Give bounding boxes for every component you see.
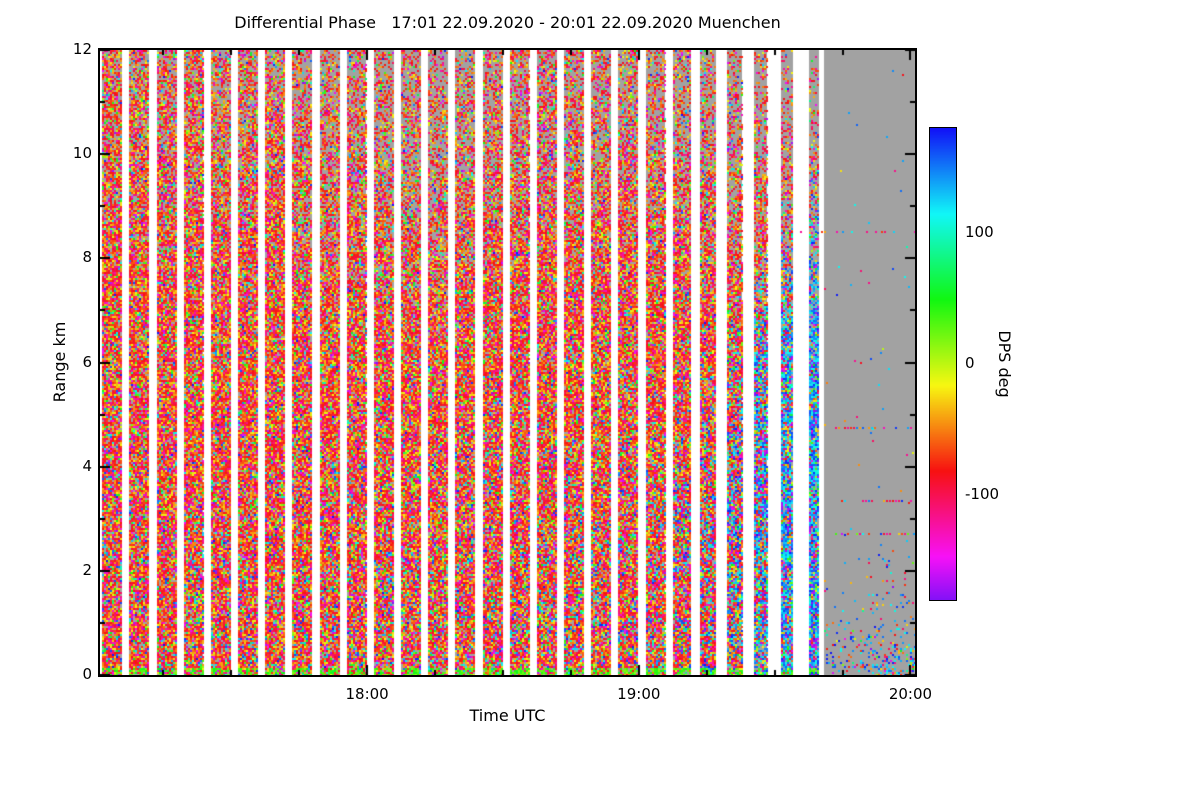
x-axis-label: Time UTC — [469, 706, 546, 725]
colorbar-canvas — [929, 127, 957, 601]
heatmap-plot-canvas — [98, 48, 917, 677]
x-tick-label: 18:00 — [345, 685, 389, 703]
y-tick-label: 0 — [82, 665, 92, 683]
colorbar-tick-label: 100 — [965, 222, 994, 241]
y-tick-label: 12 — [72, 40, 92, 58]
y-tick-label: 4 — [82, 456, 92, 475]
chart-title: Differential Phase 17:01 22.09.2020 - 20… — [234, 13, 781, 32]
y-tick-label: 2 — [82, 560, 92, 579]
x-tick-label: 19:00 — [617, 685, 661, 703]
colorbar-tick-label: 0 — [965, 354, 975, 372]
colorbar-tick-label: -100 — [965, 485, 1000, 504]
x-tick-label: 20:00 — [888, 685, 933, 703]
y-tick-label: 8 — [82, 248, 92, 267]
y-tick-label: 6 — [82, 352, 92, 371]
y-tick-label: 10 — [72, 144, 92, 163]
